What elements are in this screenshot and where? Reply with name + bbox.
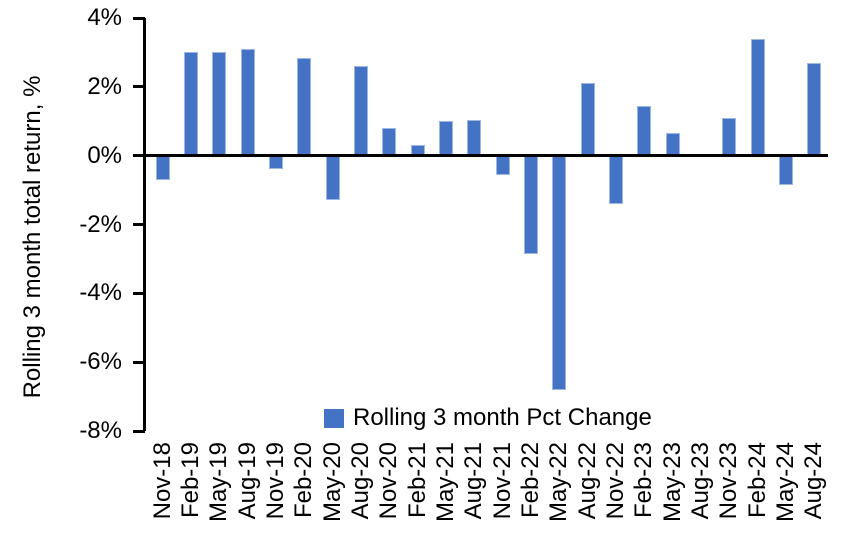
- bar-aug-24: [807, 62, 822, 156]
- x-tick-label-aug-22: Aug-22: [573, 442, 601, 520]
- x-tick-label-nov-23: Nov-23: [715, 442, 743, 520]
- x-tick-label-may-21: May-21: [431, 442, 459, 523]
- y-tick-mark: [133, 85, 145, 89]
- x-tick-label-nov-22: Nov-22: [601, 442, 629, 520]
- y-tick-label: -6%: [79, 348, 122, 376]
- y-tick-mark: [133, 429, 145, 433]
- y-tick-label: 0%: [87, 141, 122, 169]
- bar-feb-20: [297, 57, 312, 156]
- x-tick-label-nov-19: Nov-19: [261, 442, 289, 520]
- bar-may-23: [665, 133, 680, 156]
- bar-aug-21: [467, 119, 482, 156]
- bar-nov-18: [155, 155, 170, 180]
- y-tick-label: -8%: [79, 417, 122, 444]
- y-tick-mark: [133, 16, 145, 20]
- bar-nov-23: [722, 117, 737, 156]
- bar-feb-23: [637, 105, 652, 156]
- bar-aug-22: [580, 83, 595, 156]
- y-tick-mark: [133, 154, 145, 158]
- x-tick-label-feb-22: Feb-22: [516, 442, 544, 519]
- bar-may-24: [778, 155, 793, 185]
- y-tick-mark: [133, 360, 145, 364]
- x-tick-label-nov-21: Nov-21: [488, 442, 516, 520]
- x-tick-label-nov-18: Nov-18: [148, 442, 176, 520]
- bar-nov-20: [382, 128, 397, 156]
- x-tick-label-aug-24: Aug-24: [800, 442, 828, 520]
- y-tick-label: -4%: [79, 279, 122, 307]
- bar-nov-19: [268, 155, 283, 170]
- bar-nov-22: [608, 155, 623, 204]
- legend-label: Rolling 3 month Pct Change: [353, 404, 652, 431]
- y-tick-label: 2%: [87, 72, 122, 100]
- x-tick-label-may-23: May-23: [658, 442, 686, 523]
- x-tick-label-aug-19: Aug-19: [233, 442, 261, 520]
- x-tick-label-aug-23: Aug-23: [686, 442, 714, 520]
- legend-swatch-icon: [324, 408, 344, 428]
- bar-may-20: [325, 155, 340, 201]
- y-tick-mark: [133, 291, 145, 295]
- x-tick-label-may-24: May-24: [771, 442, 799, 523]
- bar-feb-19: [183, 52, 198, 156]
- x-tick-label-feb-19: Feb-19: [176, 442, 204, 519]
- x-tick-label-may-19: May-19: [205, 442, 233, 523]
- x-tick-label-may-22: May-22: [545, 442, 573, 523]
- x-tick-label-feb-24: Feb-24: [743, 442, 771, 519]
- x-tick-label-feb-20: Feb-20: [290, 442, 318, 519]
- bar-feb-22: [523, 155, 538, 254]
- bar-aug-20: [353, 66, 368, 156]
- x-tick-label-may-20: May-20: [318, 442, 346, 523]
- x-tick-label-nov-20: Nov-20: [375, 442, 403, 520]
- bar-may-19: [212, 52, 227, 156]
- bar-nov-21: [495, 155, 510, 175]
- bar-feb-24: [750, 38, 765, 156]
- y-tick-label: -2%: [79, 210, 122, 238]
- bar-may-22: [552, 155, 567, 390]
- x-tick-label-feb-21: Feb-21: [403, 442, 431, 519]
- x-axis-zero-line: [143, 154, 828, 158]
- y-tick-label: 4%: [87, 4, 122, 31]
- x-tick-label-aug-21: Aug-21: [460, 442, 488, 520]
- y-tick-mark: [133, 223, 145, 226]
- x-tick-label-aug-20: Aug-20: [346, 442, 374, 520]
- x-tick-label-feb-23: Feb-23: [630, 442, 658, 519]
- legend: Rolling 3 month Pct Change: [324, 404, 652, 432]
- bar-may-21: [438, 121, 453, 156]
- bar-aug-19: [240, 49, 255, 156]
